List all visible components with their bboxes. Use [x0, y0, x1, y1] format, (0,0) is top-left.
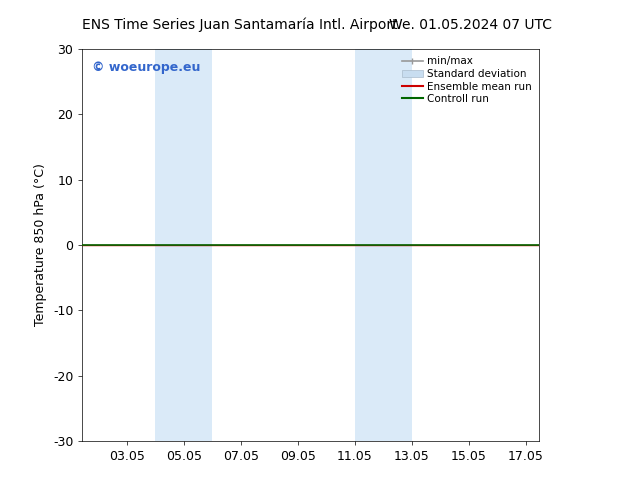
- Bar: [355, 49, 384, 441]
- Y-axis label: Temperature 850 hPa (°C): Temperature 850 hPa (°C): [34, 164, 48, 326]
- Bar: [155, 49, 184, 441]
- Text: ENS Time Series Juan Santamaría Intl. Airport: ENS Time Series Juan Santamaría Intl. Ai…: [82, 17, 398, 32]
- Text: We. 01.05.2024 07 UTC: We. 01.05.2024 07 UTC: [389, 18, 552, 32]
- Bar: [384, 49, 412, 441]
- Legend: min/max, Standard deviation, Ensemble mean run, Controll run: min/max, Standard deviation, Ensemble me…: [400, 54, 534, 106]
- Text: © woeurope.eu: © woeurope.eu: [91, 61, 200, 74]
- Bar: [184, 49, 212, 441]
